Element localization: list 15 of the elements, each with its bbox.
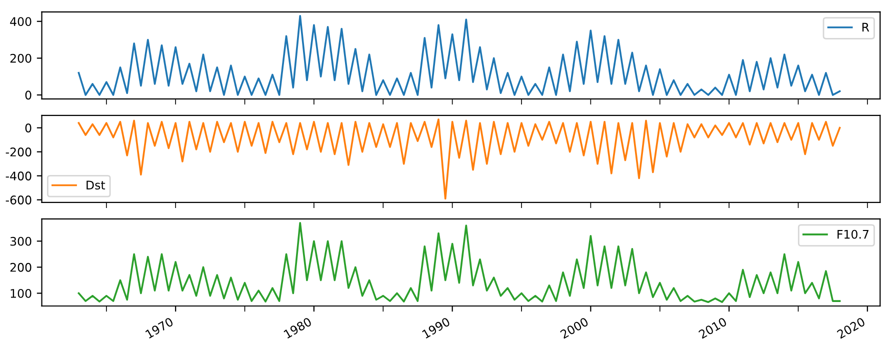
- y-tick-label: 200: [10, 54, 32, 63]
- legend-label: Dst: [86, 180, 106, 190]
- y-tick-label: -400: [6, 172, 32, 180]
- y-tick-label: 0: [25, 90, 32, 100]
- y-tick-label: 0: [25, 124, 32, 132]
- y-tick-label: 100: [10, 288, 32, 298]
- y-tick-label: -200: [6, 148, 32, 156]
- legend-label: R: [862, 22, 870, 32]
- y-tick-label: 300: [10, 236, 32, 246]
- y-tick-label: 200: [10, 262, 32, 272]
- y-tick-label: -600: [6, 196, 32, 204]
- line-series: [78, 118, 841, 200]
- line-series: [78, 14, 841, 96]
- legend-label: F10.7: [838, 230, 868, 239]
- y-tick-label: 400: [10, 17, 32, 26]
